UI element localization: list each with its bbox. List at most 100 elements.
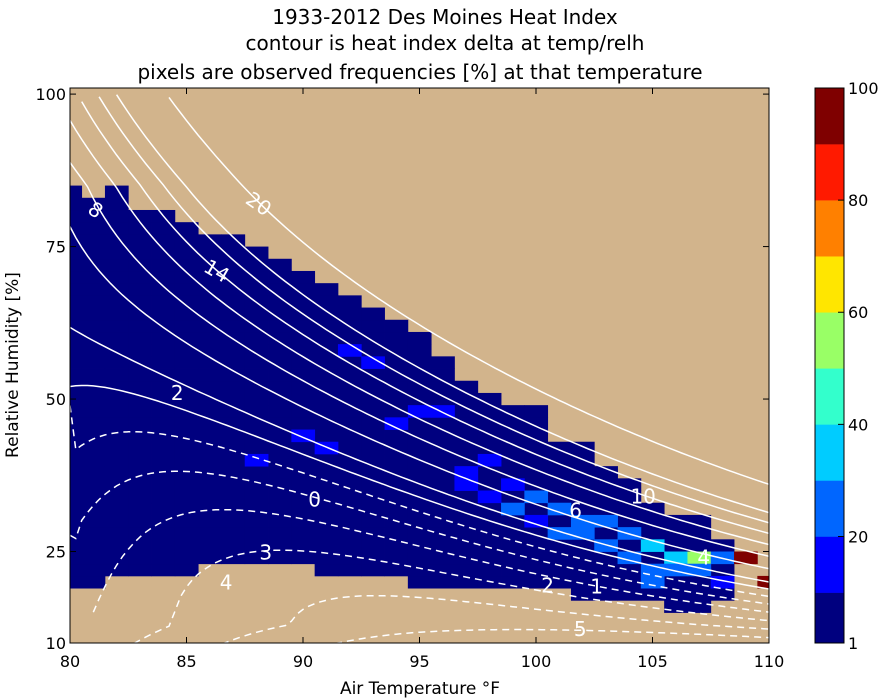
frequency-cell: [81, 478, 106, 491]
frequency-cell: [81, 563, 106, 577]
frequency-cell: [407, 356, 432, 369]
frequency-cell: [198, 344, 222, 357]
frequency-cell: [314, 453, 339, 467]
contour-line: [222, 594, 769, 643]
frequency-cell: [268, 405, 292, 418]
colorbar-band: [815, 480, 844, 537]
frequency-cell: [174, 344, 199, 357]
frequency-cell: [244, 539, 269, 552]
contour-line: [98, 96, 769, 524]
frequency-cell: [664, 539, 688, 552]
frequency-cell: [174, 539, 199, 552]
frequency-cell: [454, 551, 479, 565]
frequency-cell: [361, 356, 385, 369]
frequency-cell: [361, 380, 385, 394]
frequency-cell: [221, 478, 246, 491]
frequency-cell: [384, 319, 409, 333]
frequency-cell: [128, 429, 152, 443]
contour-line: [70, 405, 769, 598]
frequency-cell: [70, 405, 83, 418]
frequency-cell: [477, 392, 502, 406]
frequency-cell: [314, 283, 339, 296]
colorbar-band: [815, 144, 844, 201]
frequency-cell: [198, 429, 222, 443]
frequency-cell: [361, 417, 385, 430]
frequency-cell: [221, 368, 246, 382]
frequency-cell: [244, 344, 269, 357]
frequency-cell: [407, 392, 432, 406]
frequency-cell: [384, 466, 409, 479]
x-tick-label: 110: [754, 652, 785, 671]
frequency-cell: [407, 539, 432, 552]
frequency-cell: [128, 307, 152, 321]
frequency-cell: [104, 246, 129, 260]
contour-label: 4: [220, 571, 233, 595]
frequency-cell: [104, 539, 129, 552]
frequency-cell: [151, 270, 176, 284]
frequency-cell: [70, 417, 83, 430]
frequency-cell: [81, 380, 106, 394]
frequency-cell: [268, 490, 292, 504]
frequency-cell: [454, 563, 479, 577]
frequency-cell: [337, 295, 362, 308]
frequency-cells: [70, 185, 769, 613]
frequency-cell: [221, 380, 246, 394]
frequency-cell: [104, 368, 129, 382]
frequency-cell: [314, 539, 339, 552]
frequency-cell: [664, 600, 688, 613]
frequency-cell: [174, 356, 199, 369]
frequency-cell: [431, 466, 455, 479]
frequency-cell: [244, 490, 269, 504]
frequency-cell: [454, 405, 479, 418]
frequency-cell: [174, 466, 199, 479]
frequency-cell: [198, 527, 222, 540]
frequency-cell: [291, 270, 316, 284]
frequency-cell: [291, 441, 316, 455]
x-tick-label: 100: [521, 652, 552, 671]
x-axis-label: Air Temperature °F: [340, 679, 500, 699]
colorbar-tick-label: 100: [848, 79, 879, 98]
frequency-cell: [221, 344, 246, 357]
frequency-cell: [547, 514, 572, 528]
frequency-cell: [151, 563, 176, 577]
frequency-cell: [104, 331, 129, 345]
frequency-cell: [314, 319, 339, 333]
frequency-cell: [104, 551, 129, 565]
frequency-cell: [128, 270, 152, 284]
contour-line: [70, 161, 769, 558]
frequency-cell: [291, 478, 316, 491]
y-tick-label: 100: [35, 85, 66, 104]
frequency-cell: [454, 490, 479, 504]
frequency-cell: [104, 197, 129, 211]
title-line-1: 1933-2012 Des Moines Heat Index: [272, 5, 618, 29]
frequency-cell: [407, 563, 432, 577]
frequency-cell: [640, 575, 665, 589]
frequency-cell: [454, 466, 479, 479]
frequency-cell: [268, 551, 292, 565]
y-tick-label: 75: [46, 238, 66, 257]
frequency-cell: [198, 417, 222, 430]
frequency-cell: [431, 502, 455, 516]
frequency-cell: [104, 441, 129, 455]
heat-index-contours: [70, 94, 769, 643]
frequency-cell: [81, 344, 106, 357]
frequency-cell: [70, 344, 83, 357]
frequency-cell: [128, 466, 152, 479]
x-tick-label: 85: [176, 652, 196, 671]
frequency-cell: [547, 490, 572, 504]
frequency-cell: [198, 380, 222, 394]
frequency-cell: [268, 356, 292, 369]
frequency-cell: [524, 429, 549, 443]
frequency-cell: [104, 209, 129, 223]
frequency-cell: [244, 551, 269, 565]
frequency-cell: [594, 478, 618, 491]
y-tick-label: 10: [46, 634, 66, 653]
frequency-cell: [361, 502, 385, 516]
frequency-cell: [128, 405, 152, 418]
frequency-cell: [70, 258, 83, 272]
frequency-cell: [268, 331, 292, 345]
frequency-cell: [221, 392, 246, 406]
frequency-cell: [291, 551, 316, 565]
frequency-cell: [314, 429, 339, 443]
